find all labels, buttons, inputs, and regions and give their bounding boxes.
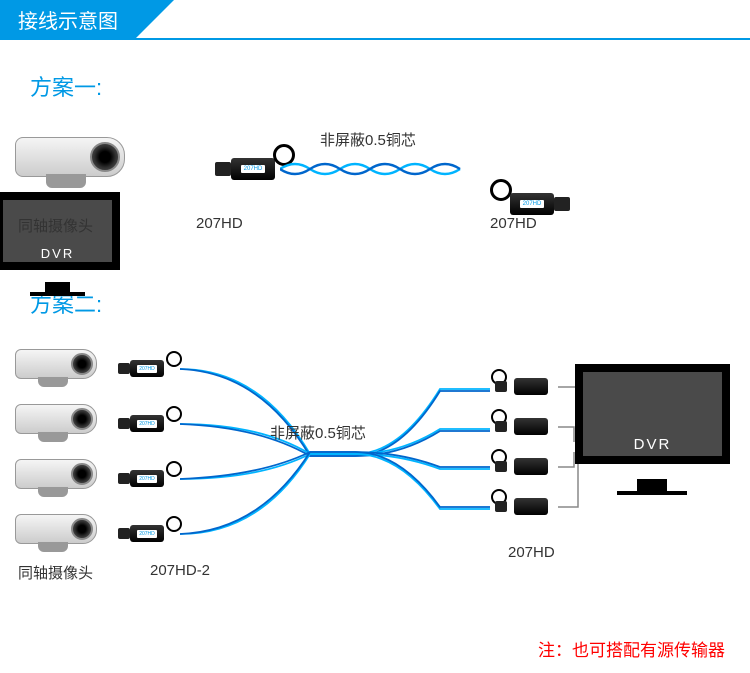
balun-207hd2-icon: 207HD <box>118 411 178 437</box>
balun-207hd-icon <box>495 494 560 520</box>
balun-right-group <box>495 374 560 534</box>
balun-207hd-icon <box>495 454 560 480</box>
dvr-label: DVR <box>578 436 727 453</box>
balun-right-label: 207HD <box>490 215 537 232</box>
cable-converge-icon <box>180 354 530 554</box>
plan1-title: 方案一: <box>30 70 750 102</box>
camera-label: 同轴摄像头 <box>18 215 93 236</box>
header: 接线示意图 <box>0 0 750 40</box>
balun-207hd2-icon: 207HD <box>118 356 178 382</box>
plan2-diagram: 207HD 207HD 207HD 207HD 非屏蔽0.5铜芯 <box>0 334 750 614</box>
dvr-label: DVR <box>0 246 117 261</box>
balun-207hd2-icon: 207HD <box>118 466 178 492</box>
twisted-pair-cable-icon <box>280 159 465 179</box>
header-title: 接线示意图 <box>0 0 136 38</box>
balun-207hd-icon <box>495 374 560 400</box>
plan1-diagram: 207HD 非屏蔽0.5铜芯 207HD DVR 同轴摄像头 207HD 207… <box>0 117 750 277</box>
camera-icon <box>15 404 105 442</box>
dvr-monitor-icon: DVR <box>575 364 730 479</box>
balun-right-label: 207HD <box>508 544 555 561</box>
plan2-title: 方案二: <box>30 287 750 319</box>
cable-spec-label: 非屏蔽0.5铜芯 <box>320 129 416 150</box>
cable-spec-label: 非屏蔽0.5铜芯 <box>270 422 366 443</box>
balun-left-label: 207HD-2 <box>150 562 210 579</box>
balun-207hd2-icon: 207HD <box>118 521 178 547</box>
camera-label: 同轴摄像头 <box>18 562 93 583</box>
camera-icon <box>15 459 105 497</box>
camera-icon <box>15 514 105 552</box>
dvr-monitor-icon: DVR <box>0 192 120 282</box>
balun-left-label: 207HD <box>196 215 243 232</box>
header-underline <box>0 38 750 40</box>
balun-207hd-icon <box>495 414 560 440</box>
footnote: 注：也可搭配有源传输器 <box>538 636 725 661</box>
camera-icon <box>15 349 105 387</box>
